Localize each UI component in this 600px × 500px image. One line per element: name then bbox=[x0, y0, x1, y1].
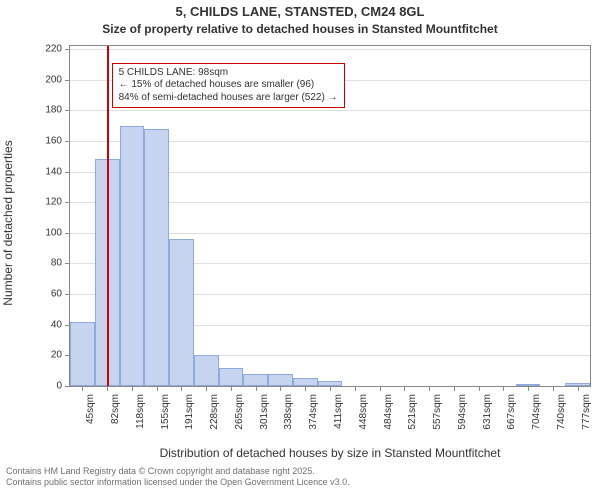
x-tick-mark bbox=[528, 386, 529, 391]
x-tick-mark bbox=[553, 386, 554, 391]
x-tick-label: 411sqm bbox=[333, 394, 344, 454]
x-tick-mark bbox=[454, 386, 455, 391]
x-tick-label: 557sqm bbox=[432, 394, 443, 454]
x-tick-label: 484sqm bbox=[383, 394, 394, 454]
y-tick-label: 160 bbox=[0, 135, 62, 146]
y-tick-label: 140 bbox=[0, 166, 62, 177]
x-tick-mark bbox=[256, 386, 257, 391]
x-tick-mark bbox=[280, 386, 281, 391]
y-tick-label: 40 bbox=[0, 319, 62, 330]
x-tick-mark bbox=[107, 386, 108, 391]
y-tick-label: 0 bbox=[0, 381, 62, 392]
x-tick-label: 228sqm bbox=[209, 394, 220, 454]
gridline bbox=[70, 110, 590, 111]
y-tick-mark bbox=[65, 355, 70, 356]
annotation-line: 84% of semi-detached houses are larger (… bbox=[119, 92, 338, 105]
y-tick-label: 220 bbox=[0, 44, 62, 55]
y-tick-mark bbox=[65, 294, 70, 295]
y-tick-label: 60 bbox=[0, 289, 62, 300]
x-tick-label: 374sqm bbox=[308, 394, 319, 454]
x-tick-mark bbox=[231, 386, 232, 391]
y-tick-label: 20 bbox=[0, 350, 62, 361]
x-tick-mark bbox=[479, 386, 480, 391]
y-tick-label: 100 bbox=[0, 227, 62, 238]
y-tick-mark bbox=[65, 80, 70, 81]
x-tick-mark bbox=[578, 386, 579, 391]
x-tick-mark bbox=[503, 386, 504, 391]
x-tick-mark bbox=[355, 386, 356, 391]
gridline bbox=[70, 49, 590, 50]
attribution-line1: Contains HM Land Registry data © Crown c… bbox=[6, 466, 315, 476]
y-tick-mark bbox=[65, 233, 70, 234]
histogram-bar bbox=[243, 374, 268, 386]
x-tick-mark bbox=[404, 386, 405, 391]
chart-title-line2: Size of property relative to detached ho… bbox=[0, 22, 600, 36]
histogram-bar bbox=[194, 355, 219, 386]
x-tick-mark bbox=[206, 386, 207, 391]
plot-area: 5 CHILDS LANE: 98sqm← 15% of detached ho… bbox=[70, 46, 590, 386]
y-tick-mark bbox=[65, 172, 70, 173]
x-tick-label: 338sqm bbox=[283, 394, 294, 454]
x-tick-label: 118sqm bbox=[135, 394, 146, 454]
x-tick-mark bbox=[181, 386, 182, 391]
x-tick-label: 301sqm bbox=[259, 394, 270, 454]
y-tick-label: 200 bbox=[0, 74, 62, 85]
x-tick-label: 631sqm bbox=[482, 394, 493, 454]
x-tick-mark bbox=[132, 386, 133, 391]
histogram-bar bbox=[268, 374, 293, 386]
histogram-bar bbox=[219, 368, 244, 386]
attribution-line2: Contains public sector information licen… bbox=[6, 477, 350, 487]
y-tick-mark bbox=[65, 325, 70, 326]
x-tick-mark bbox=[380, 386, 381, 391]
attribution-text: Contains HM Land Registry data © Crown c… bbox=[0, 466, 600, 488]
x-tick-mark bbox=[305, 386, 306, 391]
y-tick-mark bbox=[65, 49, 70, 50]
x-tick-label: 45sqm bbox=[85, 394, 96, 454]
x-tick-label: 265sqm bbox=[234, 394, 245, 454]
chart-title-line1: 5, CHILDS LANE, STANSTED, CM24 8GL bbox=[0, 4, 600, 19]
annotation-box: 5 CHILDS LANE: 98sqm← 15% of detached ho… bbox=[112, 63, 345, 109]
y-tick-label: 80 bbox=[0, 258, 62, 269]
histogram-bar bbox=[293, 378, 318, 386]
y-tick-mark bbox=[65, 110, 70, 111]
x-tick-mark bbox=[82, 386, 83, 391]
y-tick-mark bbox=[65, 141, 70, 142]
histogram-bar bbox=[120, 126, 145, 386]
y-tick-mark bbox=[65, 386, 70, 387]
y-tick-label: 120 bbox=[0, 197, 62, 208]
x-tick-label: 704sqm bbox=[531, 394, 542, 454]
x-tick-label: 448sqm bbox=[358, 394, 369, 454]
x-tick-label: 594sqm bbox=[457, 394, 468, 454]
x-tick-mark bbox=[157, 386, 158, 391]
chart-container: 5, CHILDS LANE, STANSTED, CM24 8GL Size … bbox=[0, 0, 600, 500]
y-tick-label: 180 bbox=[0, 105, 62, 116]
x-tick-label: 82sqm bbox=[110, 394, 121, 454]
x-tick-label: 667sqm bbox=[506, 394, 517, 454]
x-tick-mark bbox=[429, 386, 430, 391]
y-tick-mark bbox=[65, 202, 70, 203]
annotation-title: 5 CHILDS LANE: 98sqm bbox=[119, 67, 338, 80]
x-tick-label: 521sqm bbox=[407, 394, 418, 454]
reference-vline bbox=[107, 46, 109, 386]
x-tick-label: 740sqm bbox=[556, 394, 567, 454]
histogram-bar bbox=[169, 239, 194, 386]
y-tick-mark bbox=[65, 263, 70, 264]
histogram-bar bbox=[144, 129, 169, 386]
histogram-bar bbox=[70, 322, 95, 386]
x-tick-mark bbox=[330, 386, 331, 391]
x-tick-label: 191sqm bbox=[184, 394, 195, 454]
x-tick-label: 155sqm bbox=[160, 394, 171, 454]
x-tick-label: 777sqm bbox=[581, 394, 592, 454]
annotation-line: ← 15% of detached houses are smaller (96… bbox=[119, 79, 338, 92]
